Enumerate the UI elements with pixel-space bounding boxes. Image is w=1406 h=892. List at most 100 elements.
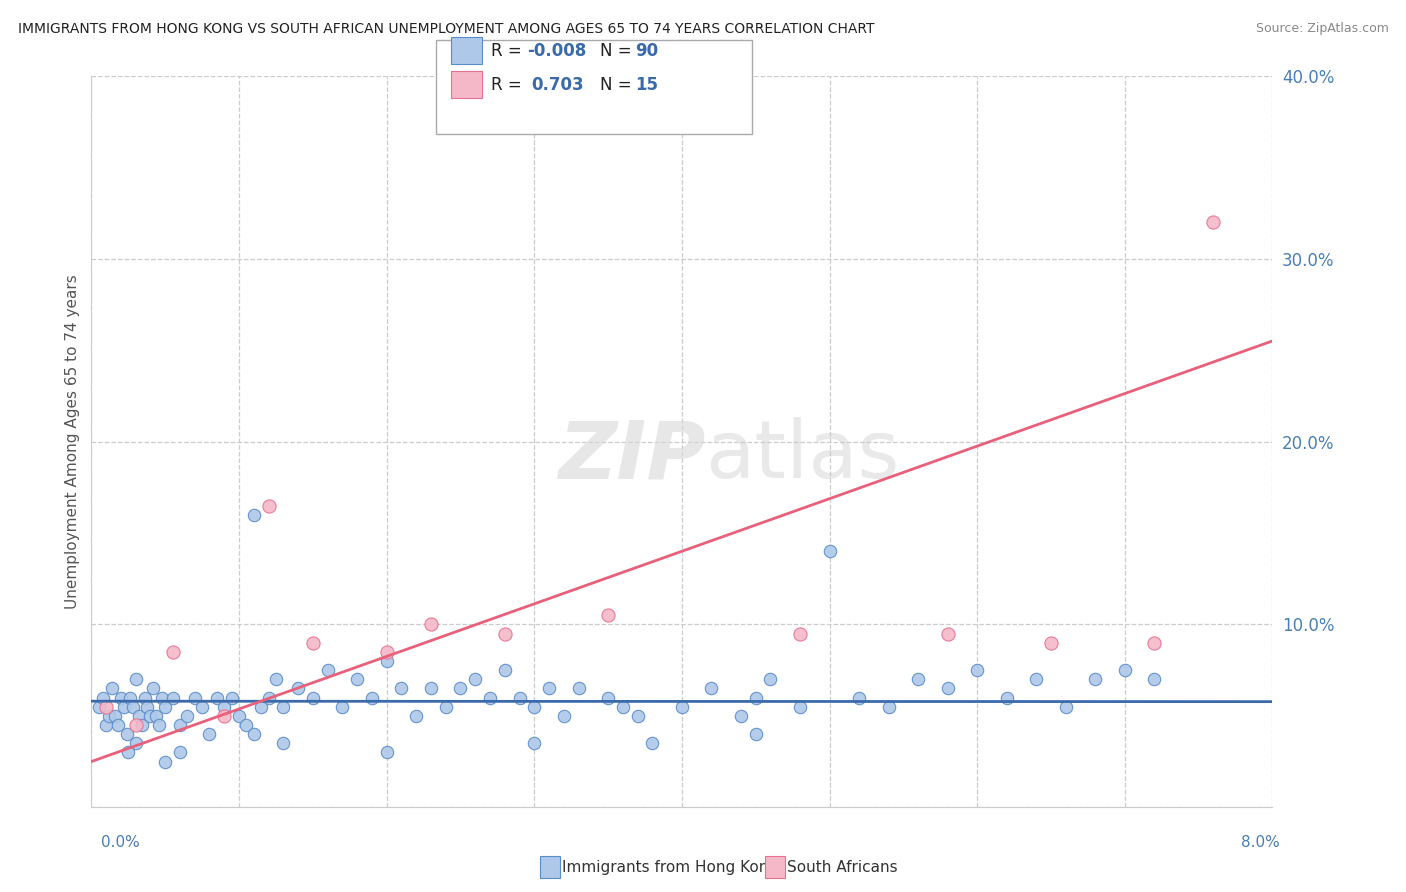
Point [117, 746, 139, 760]
Point [1143, 673, 1166, 687]
Point [162, 645, 184, 659]
Point [567, 681, 591, 696]
Point [1054, 699, 1077, 714]
Point [1143, 635, 1166, 649]
Point [87, 699, 110, 714]
Point [142, 681, 165, 696]
Point [1025, 673, 1047, 687]
Point [214, 708, 236, 723]
Text: 8.0%: 8.0% [1240, 836, 1279, 850]
Point [375, 654, 398, 668]
Point [419, 617, 441, 632]
Point [214, 699, 236, 714]
Point [243, 727, 266, 741]
Point [257, 499, 280, 513]
Text: Source: ZipAtlas.com: Source: ZipAtlas.com [1256, 22, 1389, 36]
Point [509, 690, 531, 705]
Point [641, 736, 664, 750]
Text: 0.0%: 0.0% [101, 836, 141, 850]
Point [671, 699, 693, 714]
Point [124, 673, 148, 687]
Point [243, 508, 266, 522]
Point [148, 718, 170, 732]
Point [759, 673, 782, 687]
Point [264, 673, 287, 687]
Point [936, 681, 959, 696]
Point [478, 690, 502, 705]
Text: 0.703: 0.703 [531, 76, 583, 94]
Point [789, 699, 811, 714]
Point [966, 663, 988, 677]
Point [523, 736, 546, 750]
Point [91, 690, 114, 705]
Point [596, 608, 619, 623]
Point [115, 727, 138, 741]
Point [191, 699, 214, 714]
Point [1084, 673, 1107, 687]
Point [273, 699, 295, 714]
Point [907, 673, 929, 687]
Point [301, 690, 323, 705]
Point [936, 626, 959, 640]
Text: ZIP: ZIP [558, 417, 706, 495]
Point [98, 708, 121, 723]
Point [124, 718, 148, 732]
Point [360, 690, 382, 705]
Point [101, 681, 124, 696]
Point [537, 681, 560, 696]
Point [183, 690, 207, 705]
Point [110, 690, 132, 705]
Point [700, 681, 723, 696]
Point [553, 708, 575, 723]
Point [150, 690, 173, 705]
Point [134, 690, 156, 705]
Text: N =: N = [600, 76, 637, 94]
Text: 90: 90 [636, 42, 658, 60]
Point [316, 663, 339, 677]
Point [96, 699, 118, 714]
Point [848, 690, 870, 705]
Point [145, 708, 167, 723]
Point [450, 681, 472, 696]
Point [257, 690, 280, 705]
Point [96, 718, 118, 732]
Point [136, 699, 159, 714]
Point [287, 681, 309, 696]
Point [434, 699, 457, 714]
Point [176, 708, 198, 723]
Point [1202, 215, 1225, 229]
Point [730, 708, 752, 723]
Text: IMMIGRANTS FROM HONG KONG VS SOUTH AFRICAN UNEMPLOYMENT AMONG AGES 65 TO 74 YEAR: IMMIGRANTS FROM HONG KONG VS SOUTH AFRIC… [18, 22, 875, 37]
Y-axis label: Unemployment Among Ages 65 to 74 years: Unemployment Among Ages 65 to 74 years [65, 274, 80, 609]
Point [419, 681, 441, 696]
Point [995, 690, 1018, 705]
Point [745, 690, 768, 705]
Point [112, 699, 135, 714]
Point [221, 690, 243, 705]
Point [131, 718, 153, 732]
Point [627, 708, 650, 723]
Point [391, 681, 413, 696]
Text: -0.008: -0.008 [527, 42, 586, 60]
Point [153, 755, 177, 769]
Point [405, 708, 427, 723]
Text: Immigrants from Hong Kong: Immigrants from Hong Kong [562, 860, 779, 874]
Point [273, 736, 295, 750]
Point [169, 718, 191, 732]
Point [235, 718, 257, 732]
Text: R =: R = [491, 42, 527, 60]
Point [789, 626, 811, 640]
Point [612, 699, 634, 714]
Point [121, 699, 143, 714]
Text: atlas: atlas [706, 417, 900, 495]
Point [494, 663, 516, 677]
Point [139, 708, 162, 723]
Point [162, 690, 184, 705]
Point [494, 626, 516, 640]
Point [375, 645, 398, 659]
Point [1040, 635, 1063, 649]
Point [745, 727, 768, 741]
Text: R =: R = [491, 76, 531, 94]
Point [346, 673, 368, 687]
Point [124, 736, 148, 750]
